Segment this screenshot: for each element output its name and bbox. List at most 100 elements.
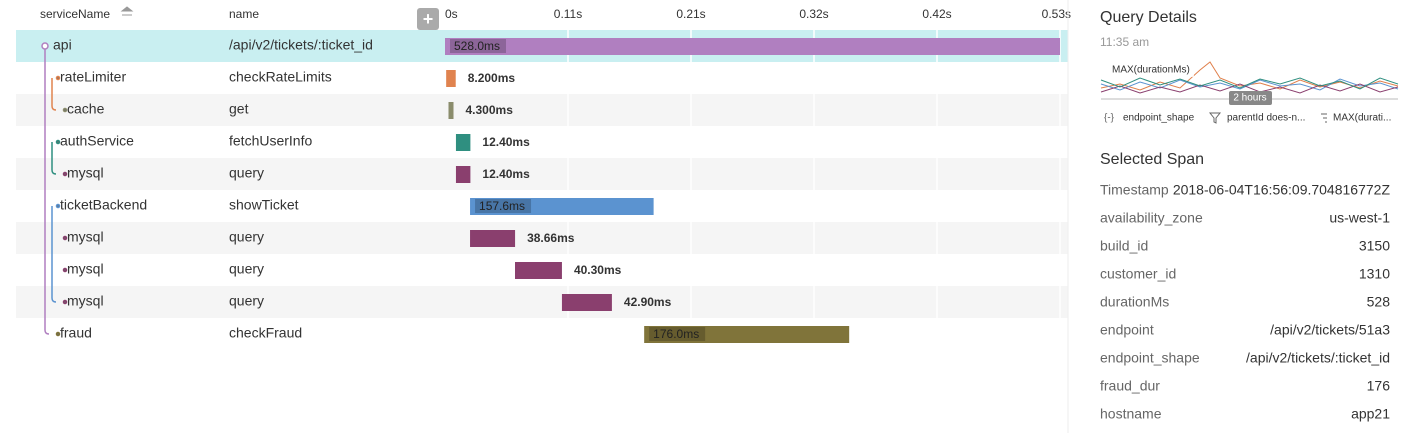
span-row[interactable] (16, 94, 1068, 126)
column-header[interactable]: serviceName (40, 7, 110, 21)
span-row[interactable] (16, 126, 1068, 158)
duration-label: 12.40ms (482, 167, 530, 181)
span-name[interactable]: get (229, 101, 249, 117)
query-time: 11:35 am (1100, 35, 1149, 49)
tree-line (44, 46, 50, 335)
add-column-button[interactable] (417, 8, 439, 30)
span-bar[interactable] (515, 262, 562, 279)
x-tick-label: 0.53s (1042, 7, 1071, 21)
service-name[interactable]: ticketBackend (60, 197, 147, 213)
service-name[interactable]: mysql (67, 165, 104, 181)
span-name[interactable]: query (229, 165, 264, 181)
service-name[interactable]: cache (67, 101, 105, 117)
tree-line (51, 142, 57, 175)
duration-label: 528.0ms (454, 39, 500, 53)
duration-label: 176.0ms (653, 327, 699, 341)
span-bar[interactable] (644, 326, 850, 343)
field-key: fraud_dur (1100, 378, 1160, 394)
span-bar[interactable] (455, 166, 471, 183)
tree-node (55, 75, 61, 81)
duration-label: 4.300ms (466, 103, 514, 117)
span-bar[interactable] (445, 38, 1060, 55)
chip-icon: {-} (1104, 113, 1115, 124)
field-value: 176 (1367, 378, 1391, 394)
tree-node (55, 331, 61, 337)
span-row[interactable] (16, 286, 1068, 318)
span-name[interactable]: checkRateLimits (229, 69, 332, 85)
sort-icon[interactable] (120, 6, 134, 16)
span-bar[interactable] (448, 102, 454, 119)
tree-line (51, 78, 57, 111)
duration-label: 38.66ms (527, 231, 575, 245)
range-label: 2 hours (1233, 93, 1266, 104)
query-chip[interactable]: endpoint_shape (1123, 113, 1195, 124)
chart-label: MAX(durationMs) (1112, 65, 1190, 76)
field-key: hostname (1100, 406, 1162, 422)
span-name[interactable]: query (229, 229, 264, 245)
query-chip[interactable]: parentId does-n... (1227, 113, 1305, 124)
duration-label: 8.200ms (468, 71, 516, 85)
span-row[interactable] (16, 222, 1068, 254)
service-name[interactable]: mysql (67, 293, 104, 309)
service-name[interactable]: authService (60, 133, 134, 149)
query-chip[interactable]: MAX(durati... (1333, 113, 1391, 124)
span-name[interactable]: checkFraud (229, 325, 302, 341)
x-tick-label: 0.42s (922, 7, 951, 21)
tree-node (62, 267, 68, 273)
service-name[interactable]: rateLimiter (60, 69, 126, 85)
x-tick-label: 0.32s (799, 7, 828, 21)
service-name[interactable]: mysql (67, 229, 104, 245)
tree-node (62, 171, 68, 177)
tree-line (51, 206, 57, 303)
x-tick-label: 0.21s (676, 7, 705, 21)
field-value: 1310 (1359, 266, 1390, 282)
field-key: endpoint (1100, 322, 1154, 338)
field-value: 3150 (1359, 238, 1390, 254)
span-name[interactable]: showTicket (229, 197, 299, 213)
service-name[interactable]: fraud (60, 325, 92, 341)
span-row[interactable] (16, 62, 1068, 94)
span-row[interactable] (16, 318, 1068, 350)
tree-node (62, 107, 68, 113)
field-key: build_id (1100, 238, 1148, 254)
label-bg (450, 39, 506, 53)
span-bar[interactable] (470, 198, 654, 215)
field-value: us-west-1 (1329, 210, 1390, 226)
column-header[interactable]: name (229, 7, 259, 21)
calc-icon (1321, 113, 1327, 123)
field-key: availability_zone (1100, 210, 1203, 226)
x-tick-label: 0.11s (554, 7, 582, 21)
span-row[interactable] (16, 158, 1068, 190)
service-name[interactable]: mysql (67, 261, 104, 277)
field-value: /api/v2/tickets/51a3 (1270, 322, 1390, 338)
span-name[interactable]: /api/v2/tickets/:ticket_id (229, 37, 373, 53)
section-title: Selected Span (1100, 151, 1204, 168)
span-name[interactable]: query (229, 261, 264, 277)
field-key: durationMs (1100, 294, 1169, 310)
tree-node (55, 139, 61, 145)
filter-icon (1208, 112, 1222, 124)
tree-node (55, 203, 61, 209)
span-bar[interactable] (561, 294, 612, 311)
field-value: /api/v2/tickets/:ticket_id (1246, 350, 1390, 366)
span-bar[interactable] (470, 230, 516, 247)
mini-chart[interactable]: MAX(durationMs) 2 hours (1100, 61, 1399, 105)
span-bar[interactable] (446, 70, 456, 87)
field-key: Timestamp (1100, 182, 1169, 198)
tree-node (62, 235, 68, 241)
service-name[interactable]: api (53, 37, 72, 53)
field-value: 2018-06-04T16:56:09.704816772Z (1173, 182, 1391, 198)
x-tick-label: 0s (445, 7, 458, 21)
duration-label: 42.90ms (624, 295, 672, 309)
add-column-label[interactable]: + (423, 9, 434, 29)
span-name[interactable]: fetchUserInfo (229, 133, 312, 149)
field-value: 528 (1367, 294, 1391, 310)
span-name[interactable]: query (229, 293, 264, 309)
span-bar[interactable] (455, 134, 471, 151)
duration-label: 12.40ms (482, 135, 530, 149)
field-key: customer_id (1100, 266, 1176, 282)
field-key: endpoint_shape (1100, 350, 1200, 366)
label-bg (475, 199, 532, 213)
